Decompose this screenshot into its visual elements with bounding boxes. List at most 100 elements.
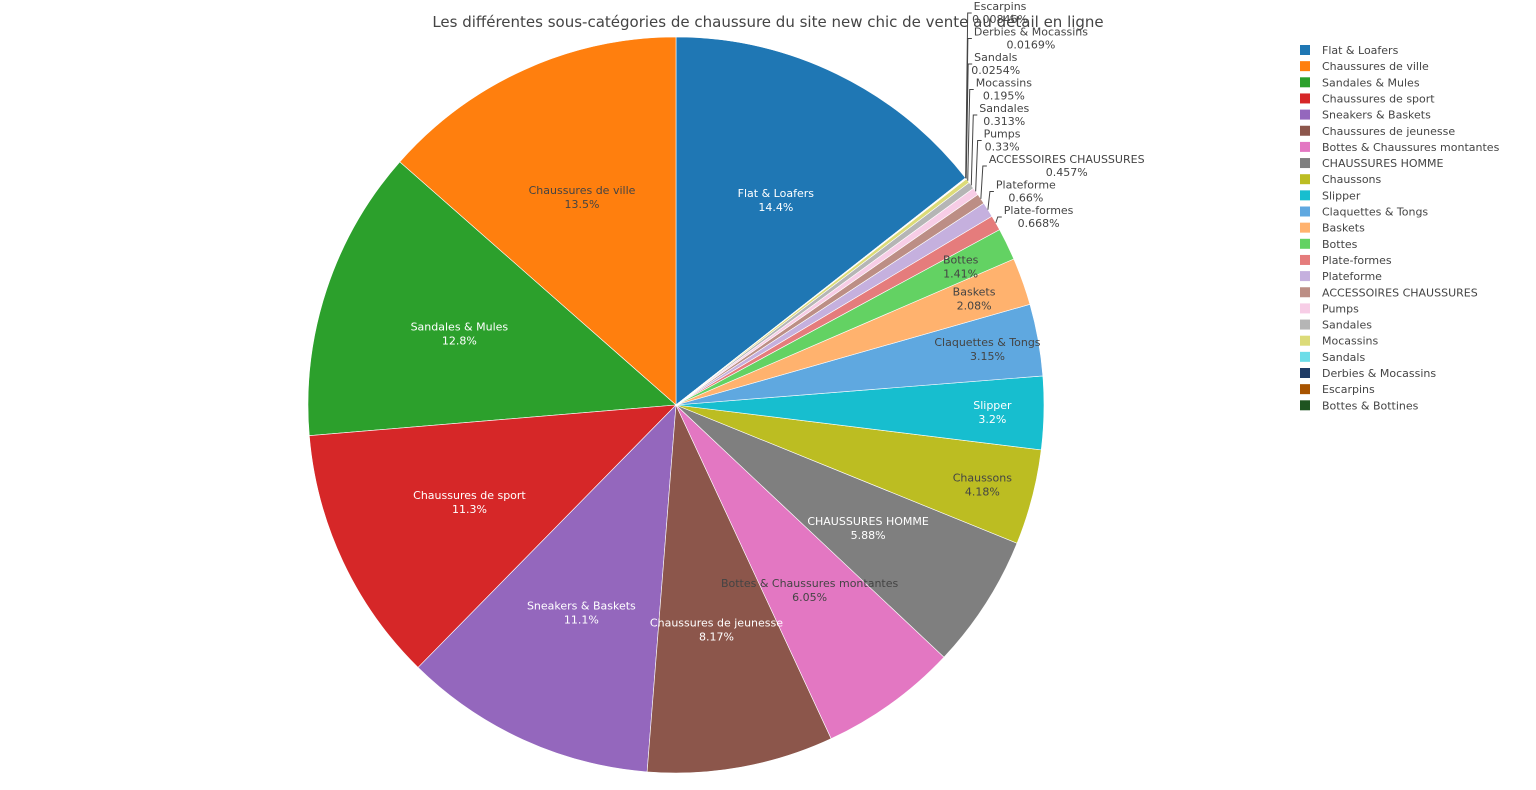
slice-value-label: 13.5%	[565, 198, 600, 211]
legend-swatch	[1300, 303, 1310, 314]
slice-label: Chaussures de ville	[529, 184, 636, 197]
slice-label: CHAUSSURES HOMME	[807, 515, 929, 528]
legend-swatch	[1300, 174, 1310, 185]
legend-item: Plate-formes	[1300, 254, 1392, 267]
legend-swatch	[1300, 190, 1310, 201]
legend-label: Mocassins	[1322, 335, 1378, 348]
slice-value-label: 2.08%	[957, 300, 992, 313]
legend-item: Pumps	[1300, 302, 1359, 315]
pie-slice	[646, 403, 832, 774]
legend-item: Baskets	[1300, 222, 1365, 235]
legend-swatch	[1300, 271, 1310, 282]
legend-swatch	[1300, 93, 1310, 104]
legend-swatch	[1300, 141, 1310, 152]
slice-value-label: 0.457%	[1046, 166, 1088, 179]
legend-item: Plateforme	[1300, 270, 1382, 283]
legend-item: Flat & Loafers	[1300, 44, 1399, 57]
legend-swatch	[1300, 368, 1310, 378]
slice-label: Sandals	[974, 51, 1017, 64]
pie-slice	[399, 36, 677, 406]
legend-item: Claquettes & Tongs	[1300, 206, 1428, 219]
leader-line	[995, 216, 1002, 224]
legend-swatch	[1300, 206, 1310, 217]
pie-slice	[675, 36, 966, 406]
legend-item: Bottes & Chaussures montantes	[1300, 141, 1500, 154]
legend-label: Chaussures de sport	[1322, 92, 1435, 105]
slice-value-label: 11.3%	[452, 503, 487, 516]
slice-value-label: 1.41%	[943, 268, 978, 281]
legend-swatch	[1300, 287, 1310, 298]
pie-slice	[417, 404, 677, 773]
legend-swatch	[1300, 351, 1310, 362]
legend-item: Chaussures de jeunesse	[1300, 125, 1455, 138]
legend-item: Slipper	[1300, 189, 1361, 202]
legend-label: Sandales	[1322, 319, 1372, 332]
legend-label: Plateforme	[1322, 270, 1382, 283]
legend-swatch	[1300, 125, 1310, 136]
legend-item: Sandales & Mules	[1300, 76, 1420, 89]
legend-label: Bottes & Chaussures montantes	[1322, 141, 1500, 154]
legend-swatch	[1300, 158, 1310, 169]
slice-value-label: 0.313%	[983, 115, 1025, 128]
slice-label: Mocassins	[976, 77, 1032, 90]
legend-item: Sandales	[1300, 319, 1372, 332]
legend-label: Plate-formes	[1322, 254, 1392, 267]
legend-swatch	[1300, 335, 1310, 346]
legend-item: Escarpins	[1300, 383, 1375, 396]
legend-item: Chaussons	[1300, 173, 1382, 186]
slice-value-label: 3.15%	[970, 350, 1005, 363]
legend-label: Slipper	[1322, 189, 1361, 202]
legend-swatch	[1300, 400, 1310, 411]
legend-swatch	[1300, 222, 1310, 233]
chart-title: Les différentes sous-catégories de chaus…	[432, 13, 1103, 31]
leader-line	[987, 191, 994, 210]
slice-value-label: 0.66%	[1008, 192, 1043, 205]
slice-label: ACCESSOIRES CHAUSSURES	[989, 153, 1145, 166]
legend-label: Claquettes & Tongs	[1322, 206, 1428, 219]
legend-item: Sneakers & Baskets	[1300, 109, 1431, 122]
slice-value-label: 0.0169%	[1006, 39, 1055, 52]
slice-label: Sandales	[979, 102, 1029, 115]
slice-value-label: 12.8%	[442, 334, 477, 347]
slice-label: Sandales & Mules	[411, 320, 509, 333]
slice-value-label: 0.668%	[1018, 217, 1060, 230]
legend-label: Bottes & Bottines	[1322, 399, 1419, 412]
legend-label: Chaussures de ville	[1322, 60, 1429, 73]
legend-item: Mocassins	[1300, 335, 1378, 348]
slice-value-label: 4.18%	[965, 485, 1000, 498]
legend-swatch	[1300, 61, 1310, 72]
slice-label: Chaussures de jeunesse	[650, 617, 783, 630]
slice-value-label: 5.88%	[851, 529, 886, 542]
legend-label: Chaussons	[1322, 173, 1382, 186]
legend-label: CHAUSSURES HOMME	[1322, 157, 1444, 170]
slice-value-label: 0.195%	[983, 90, 1025, 103]
legend-label: Escarpins	[1322, 383, 1375, 396]
pie-slice	[307, 161, 677, 436]
slice-label: Chaussures de sport	[413, 489, 526, 502]
leader-line	[980, 165, 987, 199]
legend-label: Pumps	[1322, 302, 1359, 315]
slice-value-label: 14.4%	[758, 201, 793, 214]
legend-label: Bottes	[1322, 238, 1358, 251]
pie-slice	[675, 404, 945, 740]
legend-swatch	[1300, 45, 1310, 55]
legend-label: Baskets	[1322, 222, 1365, 235]
legend-label: Derbies & Mocassins	[1322, 367, 1436, 380]
slice-value-label: 0.00846%	[972, 13, 1028, 26]
slice-value-label: 3.2%	[978, 413, 1006, 426]
slice-label: Escarpins	[974, 0, 1027, 13]
legend-label: Flat & Loafers	[1322, 44, 1399, 57]
slice-label: Plate-formes	[1004, 204, 1074, 217]
slice-label: Pumps	[984, 128, 1021, 141]
legend-label: Sandales & Mules	[1322, 76, 1420, 89]
pie-slice	[308, 404, 677, 668]
slice-label: Claquettes & Tongs	[934, 336, 1040, 349]
legend-item: Bottes & Bottines	[1300, 399, 1419, 412]
legend-item: ACCESSOIRES CHAUSSURES	[1300, 286, 1478, 299]
legend-item: Derbies & Mocassins	[1300, 367, 1436, 380]
leader-line	[975, 140, 982, 192]
slice-value-label: 6.05%	[792, 591, 827, 604]
slice-value-label: 0.33%	[985, 141, 1020, 154]
leader-line	[967, 89, 974, 181]
